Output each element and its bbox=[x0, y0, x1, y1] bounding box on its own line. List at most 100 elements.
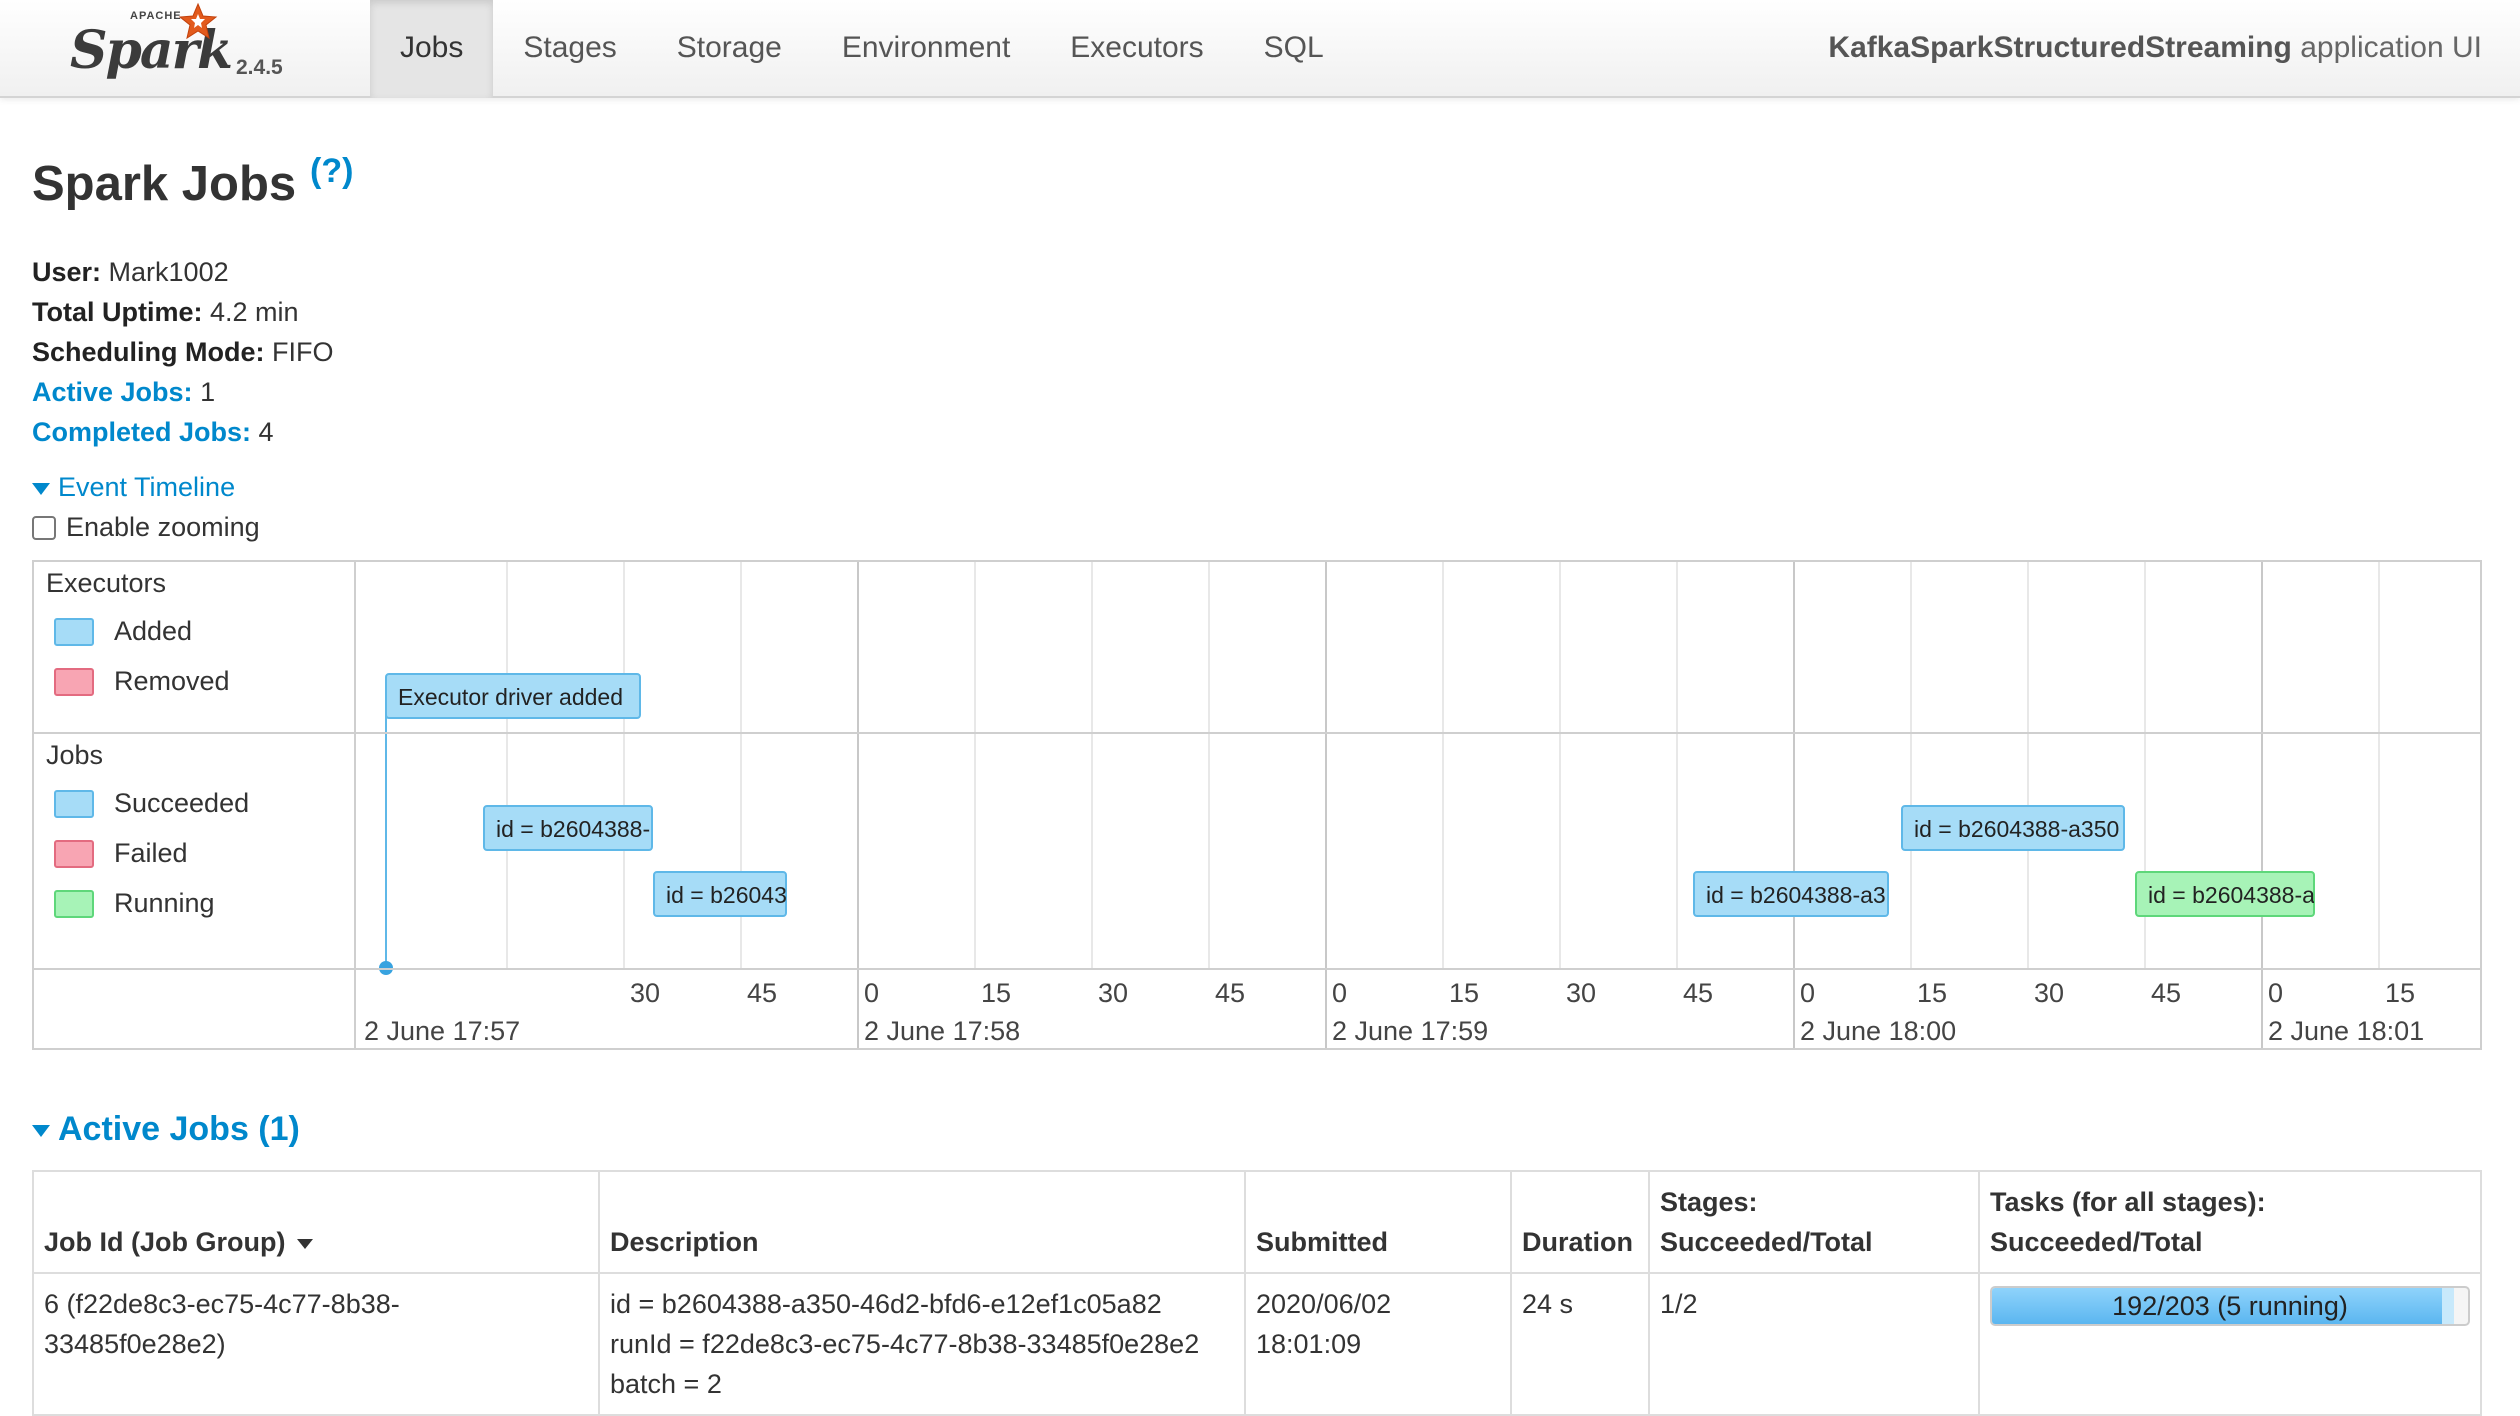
timeline-grid: 304501530450153045015304501530452 June 1… bbox=[364, 562, 2424, 1048]
user-value: Mark1002 bbox=[101, 257, 229, 287]
summary-mode: Scheduling Mode: FIFO bbox=[32, 332, 334, 372]
enable-zooming-checkbox[interactable] bbox=[32, 515, 56, 540]
cell-job-id[interactable]: 6 (f22de8c3-ec75-4c77-8b38- 33485f0e28e2) bbox=[32, 1272, 600, 1416]
scheduling-mode-label: Scheduling Mode: bbox=[32, 337, 265, 367]
summary-uptime: Total Uptime: 4.2 min bbox=[32, 292, 334, 332]
job-event-succeeded bbox=[1901, 805, 2125, 851]
cell-duration: 24 s bbox=[1510, 1272, 1650, 1416]
timeline-tick-label: 15 bbox=[981, 978, 1011, 1008]
desc-line2: runId = f22de8c3-ec75-4c77-8b38-33485f0e… bbox=[610, 1329, 1200, 1359]
added-swatch bbox=[54, 617, 94, 646]
timeline-group-labels: Executors Added Removed Jobs Succeeded F… bbox=[34, 562, 356, 1048]
legend-failed: Failed bbox=[54, 838, 188, 869]
spark-logo[interactable]: APACHE Spark 2.4.5 bbox=[70, 2, 320, 92]
col-stages: Stages: Succeeded/Total bbox=[1648, 1170, 1980, 1274]
col-tasks-line1: Tasks (for all stages): bbox=[1990, 1187, 2266, 1217]
uptime-label: Total Uptime: bbox=[32, 297, 203, 327]
tasks-progress-text: 192/203 (5 running) bbox=[2112, 1291, 2348, 1321]
table-row: 6 (f22de8c3-ec75-4c77-8b38- 33485f0e28e2)… bbox=[32, 1272, 2482, 1416]
nav-tabs: Jobs Stages Storage Environment Executor… bbox=[370, 0, 1354, 98]
page-title: Spark Jobs bbox=[32, 157, 297, 211]
job-event-running bbox=[2135, 871, 2315, 917]
active-jobs-table: Job Id (Job Group) Description Submitted… bbox=[32, 1170, 2482, 1416]
active-jobs-title: Active Jobs (1) bbox=[58, 1110, 300, 1148]
job-event-label: id = b26043 bbox=[666, 882, 787, 908]
job-event-label: id = b2604388- bbox=[496, 816, 650, 842]
help-link[interactable]: (?) bbox=[310, 152, 354, 190]
progress-fill-running bbox=[2442, 1288, 2454, 1324]
col-tasks: Tasks (for all stages): Succeeded/Total bbox=[1978, 1170, 2482, 1274]
timeline-tick-label: 0 bbox=[2268, 978, 2283, 1008]
col-stages-line1: Stages: bbox=[1660, 1187, 1758, 1217]
executor-event-box bbox=[385, 673, 641, 719]
legend-running: Running bbox=[54, 888, 215, 919]
app-suffix: application UI bbox=[2291, 31, 2482, 64]
progress-fill-succeeded bbox=[1992, 1288, 2443, 1324]
col-job-id[interactable]: Job Id (Job Group) bbox=[32, 1170, 600, 1274]
job-event-label: id = b2604388-a3 bbox=[1706, 882, 1886, 908]
job-event-succeeded bbox=[1693, 871, 1889, 917]
event-timeline-label: Event Timeline bbox=[58, 472, 236, 502]
scheduling-mode-value: FIFO bbox=[264, 337, 334, 367]
enable-zooming-label: Enable zooming bbox=[66, 512, 260, 542]
timeline-minute-label: 2 June 18:01 bbox=[2268, 1016, 2424, 1046]
col-duration[interactable]: Duration bbox=[1510, 1170, 1650, 1274]
active-jobs-link[interactable]: Active Jobs: bbox=[32, 377, 193, 407]
tab-storage[interactable]: Storage bbox=[676, 31, 782, 64]
desc-line3: batch = 2 bbox=[610, 1369, 722, 1399]
timeline-tick-label: 15 bbox=[1449, 978, 1479, 1008]
spark-version: 2.4.5 bbox=[236, 56, 283, 79]
event-timeline-toggle[interactable]: Event Timeline bbox=[32, 472, 235, 503]
timeline-minute-label: 2 June 17:57 bbox=[364, 1016, 520, 1046]
enable-zooming-row[interactable]: Enable zooming bbox=[32, 512, 260, 543]
failed-swatch bbox=[54, 839, 94, 868]
job-summary: User: Mark1002 Total Uptime: 4.2 min Sch… bbox=[32, 252, 334, 452]
legend-added: Added bbox=[54, 616, 192, 647]
application-title: KafkaSparkStructuredStreaming applicatio… bbox=[1828, 0, 2482, 96]
timeline-minute-label: 2 June 17:58 bbox=[864, 1016, 1020, 1046]
legend-removed: Removed bbox=[54, 666, 230, 697]
event-timeline[interactable]: 304501530450153045015304501530452 June 1… bbox=[32, 560, 2482, 1050]
spark-star-icon bbox=[178, 2, 218, 40]
job-event-label: id = b2604388-a350 bbox=[1914, 816, 2119, 842]
executor-event-label: Executor driver added bbox=[398, 684, 623, 710]
tab-executors[interactable]: Executors bbox=[1070, 31, 1204, 64]
timeline-tick-label: 0 bbox=[1800, 978, 1815, 1008]
tab-sql[interactable]: SQL bbox=[1263, 31, 1324, 64]
uptime-value: 4.2 min bbox=[202, 297, 299, 327]
expand-triangle-icon bbox=[32, 1125, 50, 1138]
timeline-group-divider bbox=[34, 732, 2480, 734]
desc-line1: id = b2604388-a350-46d2-bfd6-e12ef1c05a8… bbox=[610, 1289, 1162, 1319]
completed-jobs-link[interactable]: Completed Jobs: bbox=[32, 417, 252, 447]
summary-completed: Completed Jobs: 4 bbox=[32, 412, 334, 452]
timeline-minute-label: 2 June 18:00 bbox=[1800, 1016, 1956, 1046]
completed-jobs-count: 4 bbox=[251, 417, 274, 447]
timeline-tick-label: 15 bbox=[1917, 978, 1947, 1008]
cell-submitted: 2020/06/02 18:01:09 bbox=[1244, 1272, 1512, 1416]
timeline-tick-label: 45 bbox=[1683, 978, 1713, 1008]
user-label: User: bbox=[32, 257, 102, 287]
running-swatch bbox=[54, 889, 94, 918]
tab-stages[interactable]: Stages bbox=[523, 31, 617, 64]
timeline-tick-label: 15 bbox=[2385, 978, 2415, 1008]
col-description[interactable]: Description bbox=[598, 1170, 1246, 1274]
timeline-axis-divider bbox=[34, 968, 2480, 970]
job-event-succeeded bbox=[653, 871, 787, 917]
app-name: KafkaSparkStructuredStreaming bbox=[1828, 31, 2292, 64]
col-submitted[interactable]: Submitted bbox=[1244, 1170, 1512, 1274]
job-event-succeeded bbox=[483, 805, 653, 851]
table-header-row: Job Id (Job Group) Description Submitted… bbox=[32, 1170, 2482, 1274]
sort-desc-icon bbox=[297, 1238, 314, 1249]
tab-jobs[interactable]: Jobs bbox=[370, 0, 494, 98]
apache-wordmark: APACHE bbox=[130, 10, 182, 22]
cell-tasks: 192/203 (5 running) bbox=[1978, 1272, 2482, 1416]
job-id-link[interactable]: 6 (f22de8c3-ec75-4c77-8b38- 33485f0e28e2) bbox=[44, 1289, 400, 1359]
active-jobs-toggle[interactable]: Active Jobs (1) bbox=[32, 1110, 300, 1149]
timeline-tick-label: 45 bbox=[747, 978, 777, 1008]
cell-description[interactable]: id = b2604388-a350-46d2-bfd6-e12ef1c05a8… bbox=[598, 1272, 1246, 1416]
col-job-id-label: Job Id (Job Group) bbox=[44, 1227, 286, 1257]
timeline-minute-label: 2 June 17:59 bbox=[1332, 1016, 1488, 1046]
tab-environment[interactable]: Environment bbox=[841, 31, 1011, 64]
tasks-progress-bar: 192/203 (5 running) bbox=[1990, 1286, 2470, 1326]
timeline-tick-label: 30 bbox=[1566, 978, 1596, 1008]
